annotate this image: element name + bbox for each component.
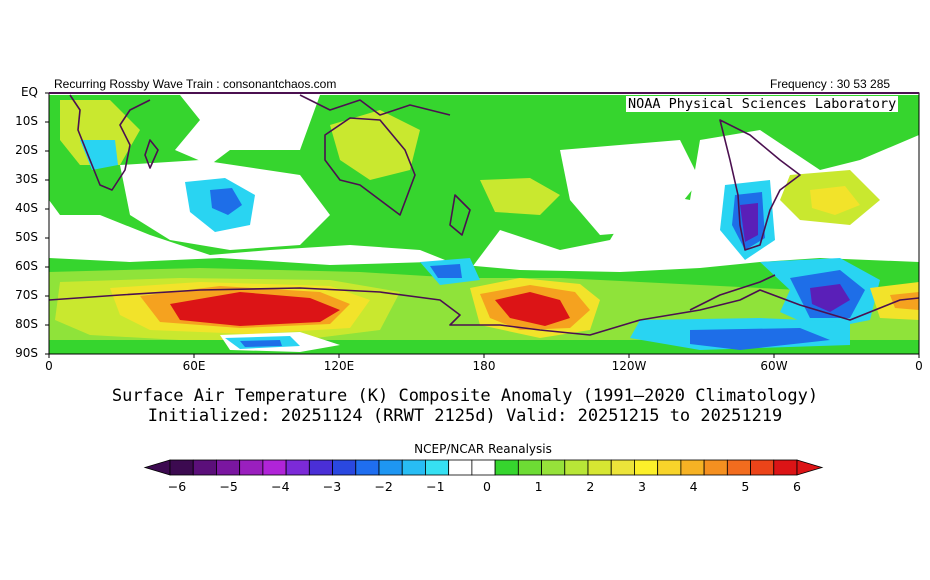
colorbar-tick-label: 6	[793, 479, 801, 494]
colorbar-swatch	[355, 459, 380, 476]
colorbar-swatch	[425, 459, 450, 476]
colorbar-arrow-left	[143, 459, 171, 476]
colorbar-swatch	[401, 459, 426, 476]
colorbar-swatch	[634, 459, 659, 476]
coastlines	[49, 94, 919, 336]
indonesia-coast	[299, 94, 451, 116]
longitude-label: 180	[472, 359, 496, 373]
header-left-text: Recurring Rossby Wave Train : consonantc…	[54, 77, 337, 91]
colorbar	[143, 459, 824, 476]
anomaly-red-east	[170, 292, 340, 326]
anomaly-blue-tasman	[430, 264, 462, 278]
colorbar-swatch	[610, 459, 635, 476]
colorbar-tick-label: 5	[741, 479, 750, 494]
colorbar-tick-label: −2	[374, 479, 393, 494]
anomaly-blue-indian	[210, 188, 242, 215]
colorbar-tick-label: −6	[167, 479, 187, 494]
colorbar-swatch	[494, 459, 519, 476]
madagascar-coast	[144, 139, 159, 169]
colorbar-swatch	[517, 459, 542, 476]
latitude-label: EQ	[20, 85, 38, 99]
anomaly-red-ross	[495, 292, 570, 326]
colorbar-swatch	[262, 459, 287, 476]
colorbar-tick-label: 4	[689, 479, 698, 494]
figure-title-line2: Initialized: 20251124 (RRWT 2125d) Valid…	[147, 406, 783, 426]
anomaly-cyan-africa	[80, 140, 118, 170]
anomaly-neutral-pacific	[560, 140, 700, 235]
anomaly-field	[49, 94, 919, 354]
longitude-label: 60E	[182, 359, 206, 373]
colorbar-swatch	[308, 459, 333, 476]
anomaly-yellowgreen-australia	[330, 110, 420, 180]
colorbar-tick-label: 0	[483, 479, 491, 494]
colorbar-tick-label: 1	[534, 479, 543, 494]
colorbar-swatch	[332, 459, 357, 476]
colorbar-tick-label: 2	[586, 479, 595, 494]
colorbar-swatch	[587, 459, 612, 476]
anomaly-blue-south-pole	[240, 340, 282, 347]
latitude-label: 90S	[15, 346, 38, 360]
latitude-label: 20S	[15, 143, 38, 157]
colorbar-swatch	[703, 459, 728, 476]
antarctica-coast	[49, 287, 919, 336]
figure-title-line1: Surface Air Temperature (K) Composite An…	[111, 386, 819, 406]
australia-coast	[324, 117, 416, 216]
longitude-ticks	[48, 354, 920, 358]
colorbar-swatch	[471, 459, 496, 476]
colorbar-tick-label: 3	[638, 479, 646, 494]
latitude-label: 40S	[15, 201, 38, 215]
longitude-label: 60W	[760, 359, 788, 373]
latitude-label: 80S	[15, 317, 38, 331]
colorbar-swatch	[564, 459, 589, 476]
colorbar-swatch	[657, 459, 682, 476]
anomaly-orange-east-edge	[890, 292, 919, 310]
anomaly-purple-south-america	[740, 203, 758, 242]
longitude-label: 0	[915, 359, 923, 373]
colorbar-tick-label: −4	[271, 479, 290, 494]
latitude-label: 10S	[15, 114, 38, 128]
colorbar-swatch	[216, 459, 241, 476]
colorbar-swatch	[169, 459, 194, 476]
colorbar-tick-label: −1	[426, 479, 445, 494]
latitude-ticks	[45, 92, 49, 355]
antarctic-peninsula-coast	[689, 274, 776, 311]
colorbar-arrow-right	[796, 459, 824, 476]
anomaly-blue-west-antarctic	[690, 328, 830, 350]
new-zealand-coast	[449, 194, 471, 236]
latitude-label: 50S	[15, 230, 38, 244]
colorbar-swatch	[448, 459, 473, 476]
colorbar-swatch	[680, 459, 705, 476]
colorbar-swatch	[192, 459, 217, 476]
latitude-label: 70S	[15, 288, 38, 302]
longitude-label: 0	[45, 359, 53, 373]
longitude-label: 120W	[611, 359, 647, 373]
africa-coast	[69, 94, 151, 191]
colorbar-swatch	[750, 459, 775, 476]
colorbar-swatch	[726, 459, 751, 476]
attribution-label: NOAA Physical Sciences Laboratory	[626, 96, 899, 112]
latitude-label: 60S	[15, 259, 38, 273]
colorbar-tick-label: −3	[322, 479, 342, 494]
colorbar-swatch	[378, 459, 403, 476]
anomaly-yellow-atlantic	[810, 186, 860, 215]
south-america-coast	[719, 119, 801, 251]
latitude-label: 30S	[15, 172, 38, 186]
anomaly-purple-weddell	[810, 284, 850, 312]
colorbar-swatch	[239, 459, 264, 476]
anomaly-yellowgreen-pacific	[480, 178, 560, 215]
longitude-label: 120E	[323, 359, 355, 373]
colorbar-source-label: NCEP/NCAR Reanalysis	[414, 442, 552, 456]
colorbar-tick-label: −5	[219, 479, 238, 494]
colorbar-swatch	[285, 459, 310, 476]
colorbar-swatch	[541, 459, 566, 476]
colorbar-swatch	[773, 459, 798, 476]
header-right-text: Frequency : 30 53 285	[770, 77, 891, 91]
